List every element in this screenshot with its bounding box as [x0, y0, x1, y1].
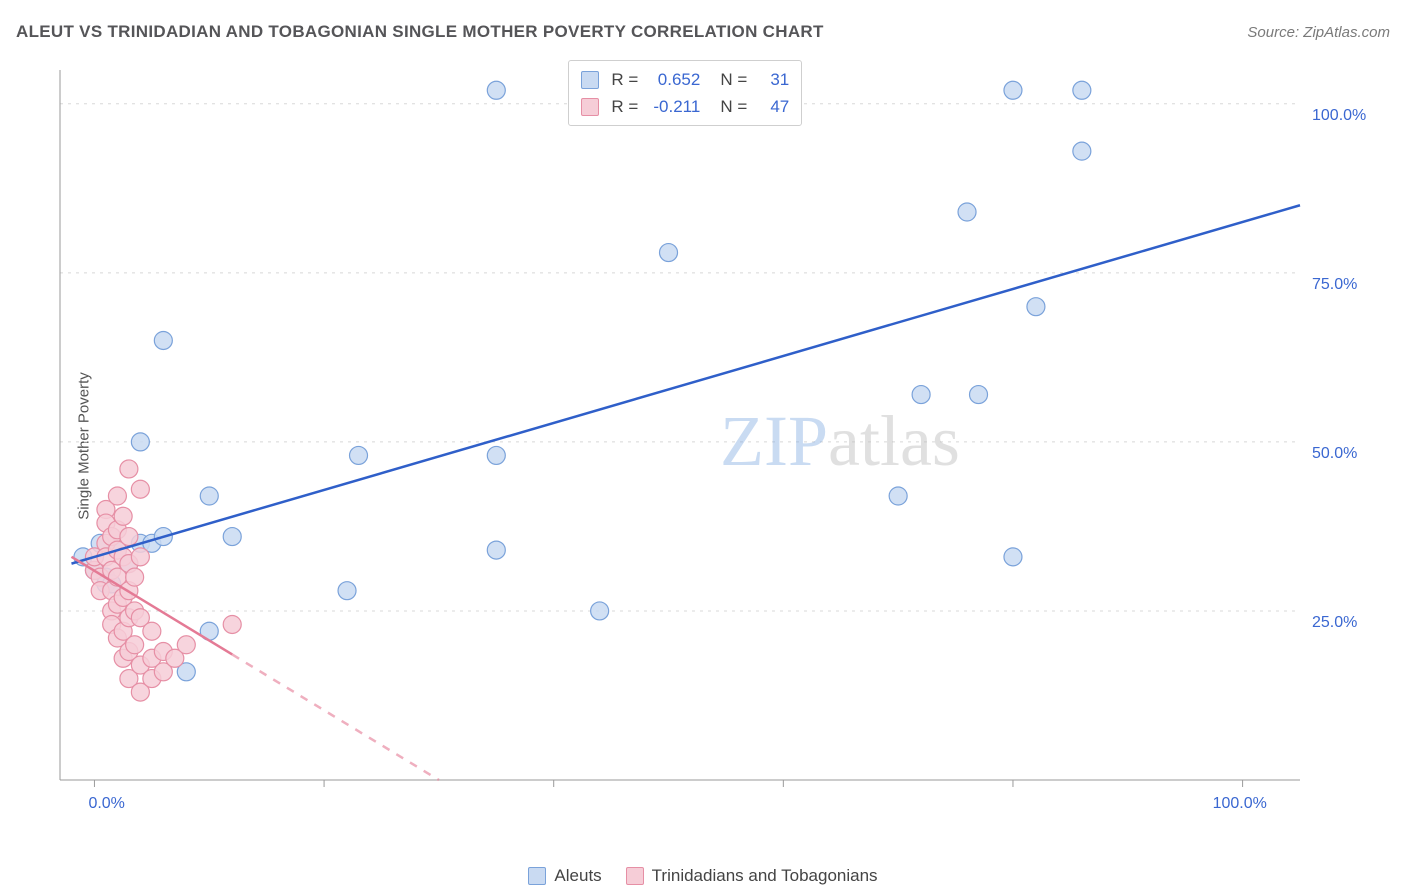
data-point [338, 582, 356, 600]
header: ALEUT VS TRINIDADIAN AND TOBAGONIAN SING… [16, 22, 1390, 42]
legend-swatch [581, 98, 599, 116]
r-label: R = [611, 93, 638, 120]
data-point [131, 480, 149, 498]
n-label: N = [720, 93, 747, 120]
data-point [131, 433, 149, 451]
n-label: N = [720, 66, 747, 93]
legend-label: Trinidadians and Tobagonians [652, 866, 878, 886]
data-point [660, 244, 678, 262]
trend-line [71, 205, 1300, 563]
data-point [154, 331, 172, 349]
data-point [131, 548, 149, 566]
y-tick-label: 100.0% [1312, 107, 1366, 124]
data-point [591, 602, 609, 620]
y-tick-label: 50.0% [1312, 445, 1357, 462]
data-point [958, 203, 976, 221]
source-prefix: Source: [1247, 24, 1303, 41]
y-tick-label: 75.0% [1312, 276, 1357, 293]
data-point [350, 446, 368, 464]
data-point [120, 460, 138, 478]
data-point [487, 81, 505, 99]
data-point [177, 636, 195, 654]
legend: Aleuts Trinidadians and Tobagonians [0, 866, 1406, 886]
data-point [223, 615, 241, 633]
chart-svg: 25.0% 50.0% 75.0% 100.0% 0.0% 100.0% [50, 60, 1380, 820]
n-value: 31 [759, 66, 789, 93]
legend-item: Aleuts [528, 866, 601, 886]
legend-swatch [626, 867, 644, 885]
data-point [1073, 142, 1091, 160]
stats-row: R = -0.211 N = 47 [581, 93, 789, 120]
r-label: R = [611, 66, 638, 93]
x-max-label: 100.0% [1213, 795, 1267, 812]
data-point [200, 487, 218, 505]
data-point [912, 386, 930, 404]
data-point [1027, 298, 1045, 316]
scatter-plot: 25.0%50.0%75.0%100.0%0.0%100.0% ZIPatlas… [50, 60, 1380, 820]
stats-row: R = 0.652 N = 31 [581, 66, 789, 93]
legend-swatch [581, 71, 599, 89]
data-point [223, 528, 241, 546]
data-point [487, 446, 505, 464]
legend-item: Trinidadians and Tobagonians [626, 866, 878, 886]
data-point [126, 636, 144, 654]
data-point [120, 528, 138, 546]
y-tick-label: 25.0% [1312, 614, 1357, 631]
legend-swatch [528, 867, 546, 885]
stats-box: R = 0.652 N = 31 R = -0.211 N = 47 [568, 60, 802, 126]
data-point [126, 568, 144, 586]
source-attribution: Source: ZipAtlas.com [1247, 24, 1390, 41]
data-point [889, 487, 907, 505]
r-value: 0.652 [650, 66, 700, 93]
source-name: ZipAtlas.com [1303, 24, 1390, 41]
data-point [970, 386, 988, 404]
data-point [1073, 81, 1091, 99]
data-point [108, 487, 126, 505]
data-point [143, 622, 161, 640]
data-point [1004, 81, 1022, 99]
data-point [487, 541, 505, 559]
data-point [114, 507, 132, 525]
r-value: -0.211 [650, 93, 700, 120]
data-point [1004, 548, 1022, 566]
legend-label: Aleuts [554, 866, 601, 886]
chart-title: ALEUT VS TRINIDADIAN AND TOBAGONIAN SING… [16, 22, 824, 42]
trend-line-dashed [232, 654, 439, 780]
x-min-label: 0.0% [88, 795, 124, 812]
n-value: 47 [759, 93, 789, 120]
